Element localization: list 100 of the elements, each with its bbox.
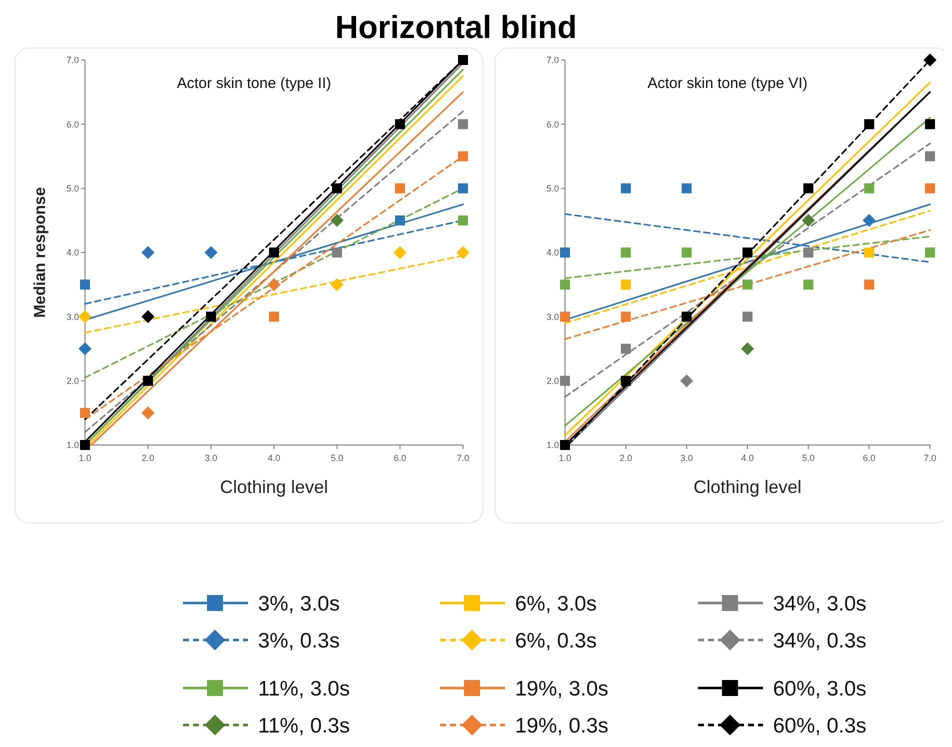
x-tick-label: 1.0 xyxy=(558,453,572,463)
point xyxy=(269,248,279,258)
y-tick-label: 6.0 xyxy=(546,119,559,130)
point xyxy=(924,54,936,66)
point xyxy=(332,248,342,258)
point xyxy=(682,183,692,194)
y-tick-label: 2.0 xyxy=(546,376,559,386)
y-tick-label: 1.0 xyxy=(66,440,79,450)
point xyxy=(803,183,814,194)
point xyxy=(620,248,631,258)
legend-label: 6%, 3.0s xyxy=(515,592,597,616)
legend-label: 19%, 3.0s xyxy=(515,677,608,700)
legend-label: 60%, 3.0s xyxy=(773,677,866,700)
y-tick-label: 7.0 xyxy=(546,55,559,66)
point xyxy=(395,119,405,130)
point xyxy=(330,214,344,227)
point xyxy=(268,278,280,292)
point xyxy=(458,151,468,162)
x-tick-label: 5.0 xyxy=(802,453,815,463)
x-tick-label: 2.0 xyxy=(142,453,154,463)
y-tick-label: 3.0 xyxy=(546,312,559,322)
x-tick-label: 5.0 xyxy=(330,453,344,463)
point xyxy=(78,310,92,324)
point xyxy=(620,376,631,386)
legend-label: 6%, 0.3s xyxy=(515,629,597,652)
y-tick-label: 2.0 xyxy=(66,376,79,386)
point xyxy=(864,248,874,258)
point xyxy=(620,280,631,290)
y-tick-label: 5.0 xyxy=(66,183,79,194)
y-tick-label: 7.0 xyxy=(66,55,79,66)
point xyxy=(143,376,153,386)
legend-label: 11%, 3.0s xyxy=(258,677,350,700)
point xyxy=(142,246,154,259)
y-axis-title: Median response xyxy=(32,187,49,318)
point xyxy=(560,376,570,386)
point xyxy=(803,248,814,258)
x-tick-label: 2.0 xyxy=(620,453,632,463)
y-tick-label: 6.0 xyxy=(66,119,79,130)
point xyxy=(925,183,935,194)
x-tick-label: 4.0 xyxy=(741,453,754,463)
point xyxy=(682,248,692,258)
point xyxy=(925,248,935,258)
point xyxy=(925,119,935,130)
y-tick-label: 1.0 xyxy=(546,440,559,450)
point xyxy=(864,119,874,130)
point xyxy=(741,342,754,356)
x-tick-label: 7.0 xyxy=(924,453,936,463)
point xyxy=(803,280,814,290)
legend-label: 60%, 0.3s xyxy=(773,714,866,738)
legend-label: 34%, 0.3s xyxy=(773,629,866,652)
text: Actor skin tone (type II) xyxy=(176,75,332,92)
point xyxy=(204,246,218,259)
point xyxy=(456,246,470,259)
y-tick-label: 4.0 xyxy=(546,248,559,258)
point xyxy=(78,342,92,356)
point xyxy=(620,183,631,194)
point xyxy=(742,248,752,258)
point xyxy=(458,55,468,65)
point xyxy=(742,280,752,290)
point xyxy=(680,374,694,388)
chart-title: Horizontal blind xyxy=(335,9,577,45)
x-tick-label: 1.0 xyxy=(78,453,92,463)
point xyxy=(269,312,279,322)
x-tick-label: 4.0 xyxy=(268,453,280,463)
point xyxy=(80,440,90,450)
x-tick-label: 3.0 xyxy=(204,453,218,463)
legend-label: 19%, 0.3s xyxy=(515,714,608,738)
point xyxy=(620,312,631,322)
point xyxy=(560,248,570,258)
point xyxy=(864,280,874,290)
y-tick-label: 4.0 xyxy=(66,248,79,258)
point xyxy=(864,183,874,194)
point xyxy=(330,278,344,292)
legend-label: 34%, 3.0s xyxy=(773,592,866,616)
x-tick-label: 3.0 xyxy=(680,453,693,463)
point xyxy=(620,344,631,354)
x-axis-title: Clothing level xyxy=(693,477,802,497)
point xyxy=(742,312,752,322)
text: Actor skin tone (type VI) xyxy=(647,75,808,92)
point xyxy=(80,280,90,290)
point xyxy=(862,214,876,227)
point xyxy=(925,151,935,162)
point xyxy=(395,215,405,226)
x-tick-label: 7.0 xyxy=(456,453,470,463)
point xyxy=(206,312,216,322)
point xyxy=(560,280,570,290)
point xyxy=(458,183,468,194)
x-tick-label: 6.0 xyxy=(862,453,876,463)
point xyxy=(395,183,405,194)
point xyxy=(560,440,570,450)
x-axis-title: Clothing level xyxy=(220,477,328,497)
y-tick-label: 5.0 xyxy=(546,183,559,194)
legend-label: 3%, 0.3s xyxy=(258,629,340,652)
point xyxy=(142,310,154,324)
legend-label: 11%, 0.3s xyxy=(258,714,350,738)
point xyxy=(142,406,154,420)
point xyxy=(802,214,815,227)
legend-label: 3%, 3.0s xyxy=(258,592,340,616)
point xyxy=(394,246,406,259)
point xyxy=(80,408,90,418)
